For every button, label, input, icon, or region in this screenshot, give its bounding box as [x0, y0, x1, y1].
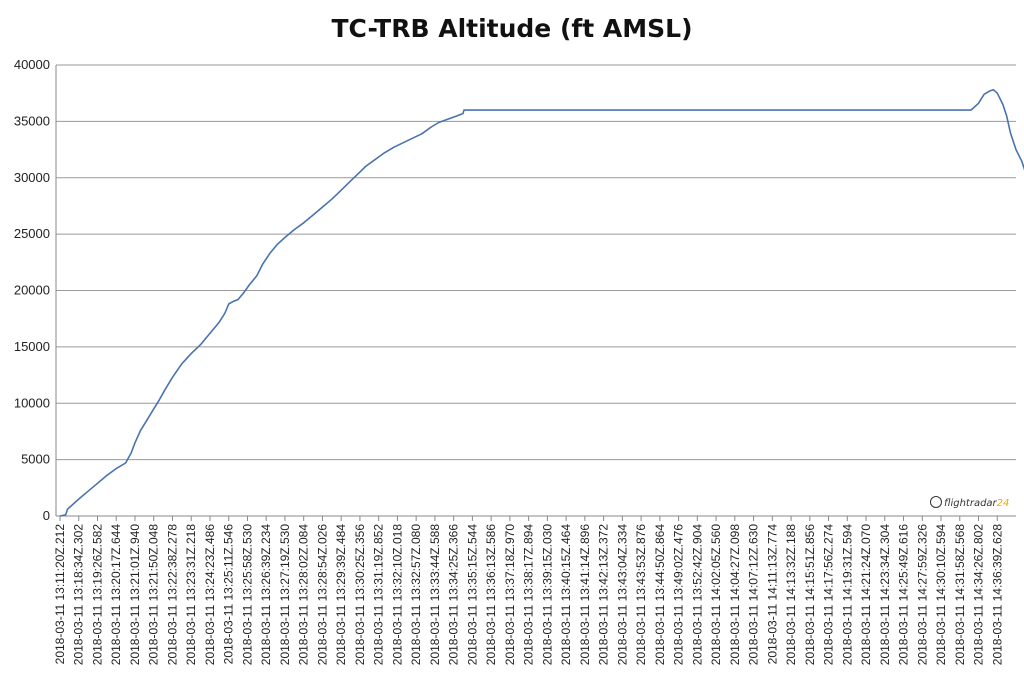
- x-tick-label: 2018-03-11 13:27:19Z.530: [278, 524, 292, 666]
- x-tick-label: 2018-03-11 13:22:38Z.278: [165, 524, 179, 666]
- x-tick-label: 2018-03-11 13:33:44Z.588: [428, 524, 442, 666]
- x-tick-label: 2018-03-11 13:25:58Z.530: [240, 524, 254, 666]
- x-tick-label: 2018-03-11 13:28:54Z.026: [315, 524, 329, 666]
- x-tick-label: 2018-03-11 14:23:34Z.304: [878, 524, 892, 666]
- altitude-series: [59, 89, 1024, 517]
- x-tick-label: 2018-03-11 13:30:25Z.356: [353, 524, 367, 666]
- x-tick-label: 2018-03-11 14:13:32Z.188: [784, 524, 798, 666]
- x-tick-label: 2018-03-11 13:43:53Z.876: [634, 524, 648, 666]
- x-tick-label: 2018-03-11 13:49:02Z.476: [672, 524, 686, 666]
- y-tick-label: 35000: [14, 113, 50, 128]
- x-tick-label: 2018-03-11 14:02:05Z.560: [709, 524, 723, 666]
- x-tick-label: 2018-03-11 13:11:20Z.212: [53, 524, 67, 665]
- flightradar24-logo-icon: [930, 496, 942, 508]
- x-tick-label: 2018-03-11 13:18:34Z.302: [72, 524, 86, 666]
- x-tick-label: 2018-03-11 14:25:49Z.616: [897, 524, 911, 666]
- x-tick-label: 2018-03-11 13:32:57Z.080: [409, 524, 423, 666]
- x-tick-label: 2018-03-11 14:36:39Z.628: [990, 524, 1004, 666]
- x-tick-label: 2018-03-11 13:36:13Z.586: [484, 524, 498, 666]
- x-tick-label: 2018-03-11 13:28:02Z.084: [297, 524, 311, 666]
- x-tick-label: 2018-03-11 13:42:13Z.372: [597, 524, 611, 666]
- x-tick-label: 2018-03-11 14:15:51Z.856: [803, 524, 817, 666]
- x-tick-label: 2018-03-11 13:37:18Z.970: [503, 524, 517, 666]
- y-tick-label: 20000: [14, 283, 50, 298]
- x-tick-label: 2018-03-11 13:29:39Z.484: [334, 524, 348, 666]
- y-tick-label: 5000: [21, 452, 50, 467]
- gridlines: [55, 64, 1016, 517]
- x-tick-label: 2018-03-11 13:26:39Z.234: [259, 524, 273, 666]
- y-axis-tick-labels: 0 5000 10000 15000 20000 25000 30000 35000 40000: [14, 57, 50, 523]
- x-tick-label: 2018-03-11 13:25:11Z.546: [222, 524, 236, 665]
- x-tick-label: 2018-03-11 13:40:15Z.464: [559, 524, 573, 666]
- x-tick-label: 2018-03-11 14:07:12Z.630: [747, 524, 761, 666]
- altitude-line: [59, 89, 1024, 517]
- x-tick-label: 2018-03-11 13:21:50Z.048: [147, 524, 161, 666]
- x-tick-label: 2018-03-11 14:34:26Z.802: [972, 524, 986, 666]
- x-tick-label: 2018-03-11 13:39:15Z.030: [540, 524, 554, 666]
- flightradar24-watermark: flightradar24: [930, 496, 1009, 509]
- x-tick-label: 2018-03-11 13:41:14Z.896: [578, 524, 592, 666]
- watermark-brand-accent: 24: [996, 498, 1010, 509]
- x-tick-label: 2018-03-11 13:35:15Z.544: [465, 524, 479, 666]
- x-tick-label: 2018-03-11 13:19:26Z.582: [90, 524, 104, 666]
- x-tick-label: 2018-03-11 14:31:58Z.568: [953, 524, 967, 666]
- watermark-brand-main: flightradar: [944, 498, 997, 509]
- chart-title: TC-TRB Altitude (ft AMSL): [331, 14, 693, 43]
- x-tick-label: 2018-03-11 14:19:31Z.594: [840, 524, 854, 666]
- y-tick-label: 25000: [14, 226, 50, 241]
- x-tick-label: 2018-03-11 13:21:01Z.940: [128, 524, 142, 666]
- x-tick-label: 2018-03-11 13:38:17Z.894: [522, 524, 536, 666]
- x-tick-label: 2018-03-11 13:44:50Z.864: [653, 524, 667, 666]
- x-tick-label: 2018-03-11 13:20:17Z.644: [109, 524, 123, 666]
- y-tick-label: 10000: [14, 395, 50, 410]
- x-tick-label: 2018-03-11 13:24:23Z.486: [203, 524, 217, 666]
- x-tick-label: 2018-03-11 13:32:10Z.018: [390, 524, 404, 666]
- x-tick-label: 2018-03-11 13:34:25Z.366: [447, 524, 461, 666]
- x-tick-label: 2018-03-11 14:27:59Z.326: [915, 524, 929, 666]
- x-axis-tick-labels: 2018-03-11 13:11:20Z.212 2018-03-11 13:18…: [53, 516, 1004, 665]
- x-tick-label: 2018-03-11 14:17:56Z.274: [822, 524, 836, 666]
- x-tick-label: 2018-03-11 14:04:27Z.098: [728, 524, 742, 666]
- x-tick-label: 2018-03-11 14:21:24Z.070: [859, 524, 873, 666]
- y-tick-label: 0: [43, 508, 50, 523]
- x-tick-label: 2018-03-11 14:11:13Z.774: [765, 524, 779, 665]
- y-tick-label: 30000: [14, 170, 50, 185]
- y-tick-label: 15000: [14, 339, 50, 354]
- x-tick-label: 2018-03-11 14:30:10Z.594: [934, 524, 948, 666]
- x-tick-label: 2018-03-11 13:52:42Z.904: [690, 524, 704, 666]
- x-tick-label: 2018-03-11 13:31:19Z.852: [372, 524, 386, 666]
- x-tick-label: 2018-03-11 13:43:04Z.334: [615, 524, 629, 666]
- y-tick-label: 40000: [14, 57, 50, 72]
- x-tick-label: 2018-03-11 13:23:31Z.218: [184, 524, 198, 666]
